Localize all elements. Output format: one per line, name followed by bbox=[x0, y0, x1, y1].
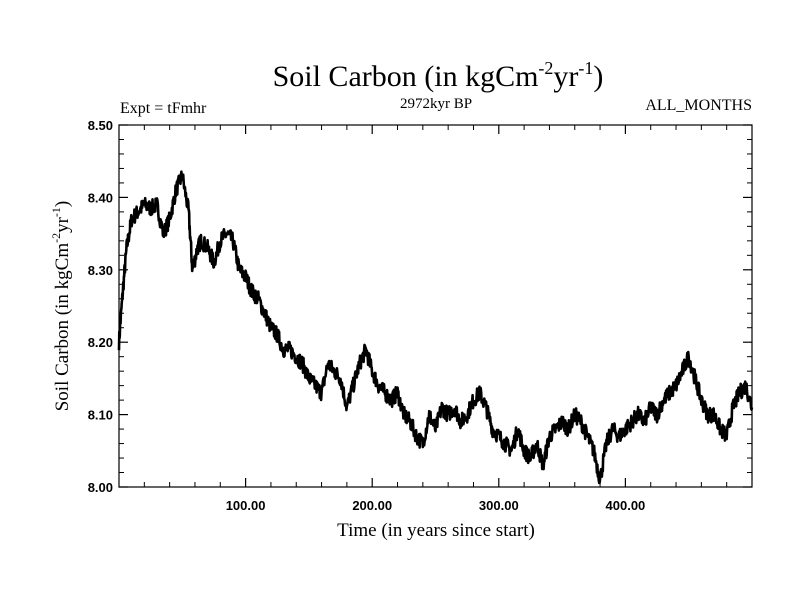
y-tick-label: 8.00 bbox=[88, 480, 113, 495]
chart-title: Soil Carbon (in kgCm-2yr-1) bbox=[273, 58, 604, 93]
x-axis-ticks: 100.00 200.00 300.00 400.00 bbox=[226, 125, 646, 513]
soil-carbon-series-line bbox=[117, 170, 754, 485]
plot-frame bbox=[118, 124, 753, 488]
x-tick-label: 400.00 bbox=[606, 498, 646, 513]
y-axis-label: Soil Carbon (in kgCm-2yr-1) bbox=[49, 201, 73, 412]
y-axis-ticks: 8.00 8.10 8.20 8.30 8.40 8.50 bbox=[88, 118, 752, 495]
months-label: ALL_MONTHS bbox=[645, 97, 752, 114]
y-tick-label: 8.40 bbox=[88, 190, 113, 205]
y-tick-label: 8.10 bbox=[88, 408, 113, 423]
y-tick-label: 8.30 bbox=[88, 263, 113, 278]
chart-subtitle: 2972kyr BP bbox=[400, 96, 472, 112]
x-tick-label: 200.00 bbox=[352, 498, 392, 513]
experiment-label: Expt = tFmhr bbox=[120, 100, 207, 117]
y-tick-label: 8.50 bbox=[88, 118, 113, 133]
y-tick-label: 8.20 bbox=[88, 335, 113, 350]
minor-ticks bbox=[119, 125, 752, 487]
x-tick-label: 300.00 bbox=[479, 498, 519, 513]
x-axis-label: Time (in years since start) bbox=[337, 520, 535, 541]
x-tick-label: 100.00 bbox=[226, 498, 266, 513]
